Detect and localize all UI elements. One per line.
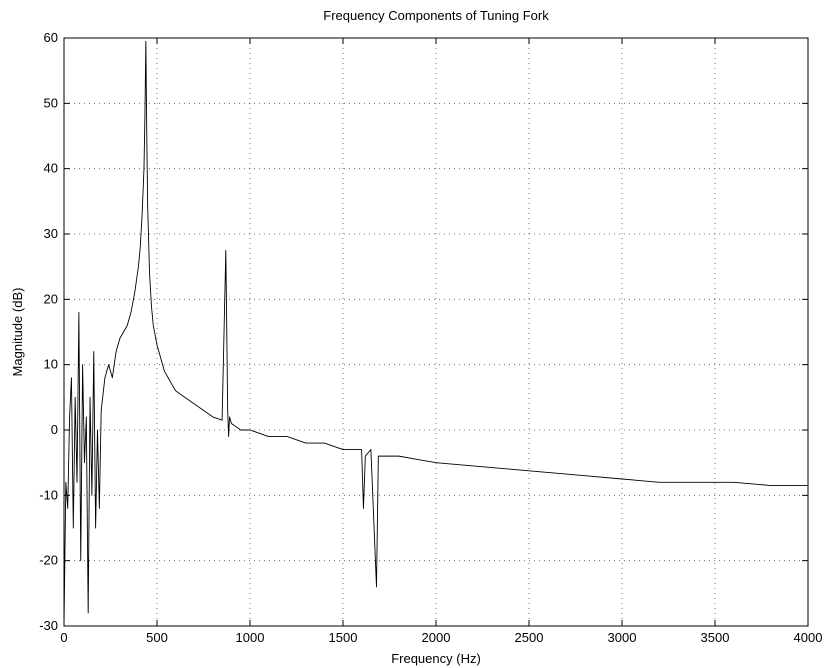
axis-ticks [63, 37, 809, 627]
x-tick-label: 0 [60, 630, 67, 645]
y-tick-label: -20 [39, 553, 58, 568]
y-tick-label: 60 [44, 30, 58, 45]
y-tick-label: 0 [51, 422, 58, 437]
x-tick-label: 2000 [422, 630, 451, 645]
chart-title: Frequency Components of Tuning Fork [323, 8, 549, 23]
x-tick-label: 1500 [329, 630, 358, 645]
x-tick-label: 1000 [236, 630, 265, 645]
y-tick-label: -30 [39, 618, 58, 633]
x-tick-label: 3500 [701, 630, 730, 645]
x-tick-label: 4000 [794, 630, 823, 645]
y-tick-label: 30 [44, 226, 58, 241]
plot-frame [63, 37, 809, 627]
y-tick-label: 20 [44, 291, 58, 306]
x-tick-label: 3000 [608, 630, 637, 645]
grid [64, 38, 808, 626]
x-axis-label: Frequency (Hz) [391, 651, 481, 666]
x-tick-label: 500 [146, 630, 168, 645]
x-tick-label: 2500 [515, 630, 544, 645]
y-tick-label: 10 [44, 357, 58, 372]
y-axis-label: Magnitude (dB) [10, 288, 25, 377]
series-line-0 [63, 40, 808, 627]
y-tick-label: 50 [44, 95, 58, 110]
tick-labels: 0 500 1000 1500 2000 2500 3000 3500 4000-30-20-1… [39, 30, 822, 645]
y-tick-label: 40 [44, 161, 58, 176]
y-tick-label: -10 [39, 487, 58, 502]
